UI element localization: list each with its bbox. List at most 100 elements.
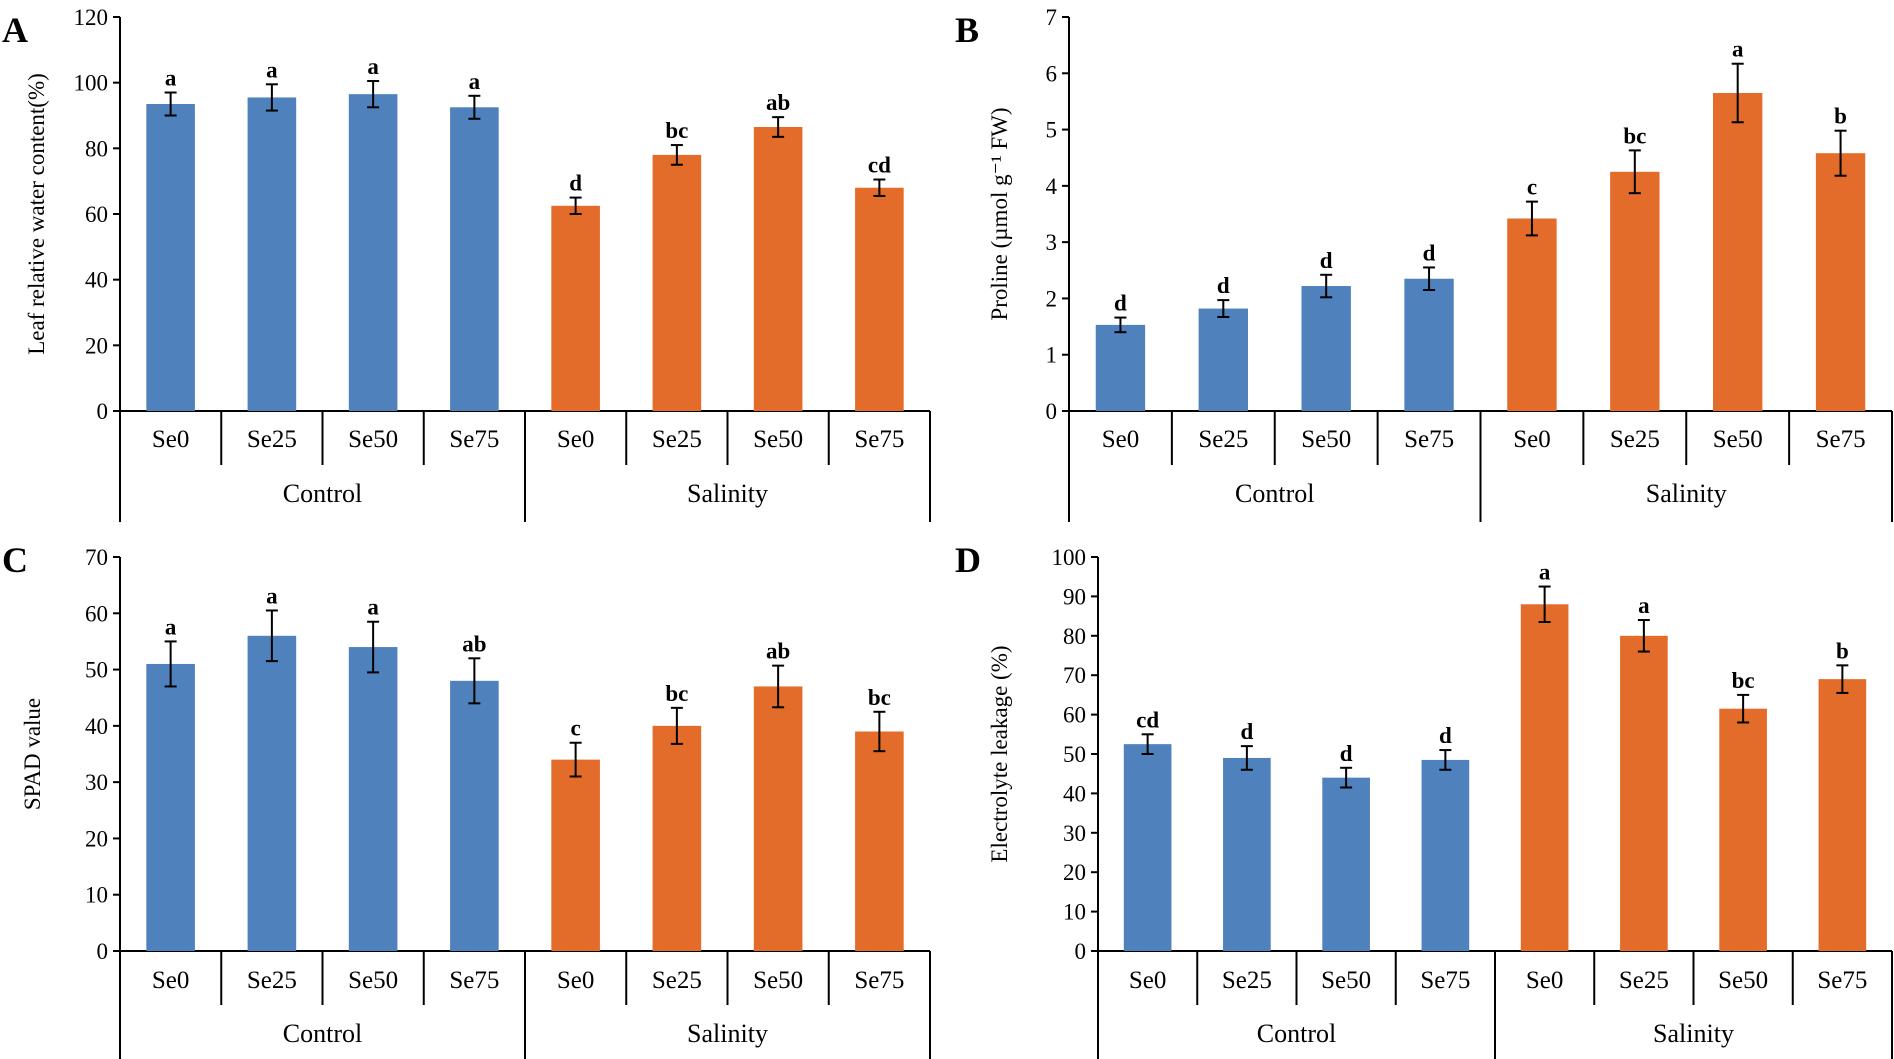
significance-letter: d (1340, 741, 1353, 766)
category-label: Se25 (1619, 967, 1669, 994)
significance-letter: a (1539, 560, 1551, 585)
group-label: Salinity (687, 1019, 768, 1048)
group-label: Control (1235, 479, 1314, 508)
significance-letter: a (1732, 37, 1744, 62)
panel-letter: C (2, 540, 28, 580)
bar (146, 104, 195, 411)
category-label: Se0 (152, 426, 190, 453)
category-label: Se0 (152, 967, 190, 994)
significance-letter: c (1527, 175, 1537, 200)
significance-letter: d (1240, 719, 1253, 744)
panel-letter: B (955, 10, 979, 50)
bar (1223, 757, 1271, 951)
bar (1520, 604, 1569, 951)
group-label: Control (283, 1019, 362, 1048)
panel-a: A Leaf relative water content(%) 0 20 40 60 80… (2, 5, 931, 522)
y-tick-label: 30 (85, 770, 108, 795)
category-label: Se25 (1222, 967, 1272, 994)
y-tick-label: 6 (1046, 61, 1058, 86)
group-label: Salinity (1646, 479, 1727, 508)
panel-c: C SPAD value 0 10 20 30 40 50 60 70 a Se0 a Se25 a Se50… (2, 540, 931, 1059)
bar (1610, 171, 1660, 411)
y-tick-label: 10 (85, 883, 108, 908)
category-label: Se0 (1102, 426, 1140, 453)
panel-d: D Electrolyte leakage (%) 0 10 20 30 40 50 60 70 8… (955, 540, 1893, 1059)
y-tick-label: 0 (1075, 939, 1087, 964)
group-label: Control (283, 479, 362, 508)
category-label: Se0 (557, 967, 595, 994)
bar (1507, 218, 1557, 411)
significance-letter: a (1638, 593, 1650, 618)
significance-letter: d (1439, 723, 1452, 748)
significance-letter: d (1423, 240, 1436, 265)
bar (1815, 153, 1866, 411)
significance-letter: d (1217, 273, 1230, 298)
category-label: Se25 (652, 967, 702, 994)
significance-letter: ab (766, 90, 790, 115)
panel-b: B Proline (µmol g⁻¹ FW) 0 1 2 3 4 5 6 7 d Se0 d Se25 d… (955, 5, 1893, 522)
bar (348, 94, 398, 412)
y-tick-label: 10 (1063, 900, 1086, 925)
group-label: Salinity (687, 479, 768, 508)
bar (1620, 635, 1668, 951)
category-label: Se50 (1301, 426, 1351, 453)
y-tick-label: 70 (85, 545, 108, 570)
category-label: Se0 (1129, 967, 1167, 994)
significance-letter: cd (1136, 707, 1159, 732)
significance-letter: b (1834, 104, 1847, 129)
y-tick-label: 4 (1046, 174, 1058, 199)
bar (348, 647, 398, 951)
panel-letter: D (955, 540, 981, 580)
category-label: Se75 (1420, 967, 1470, 994)
category-label: Se50 (753, 426, 803, 453)
y-tick-label: 1 (1046, 343, 1058, 368)
category-label: Se50 (1713, 426, 1763, 453)
category-label: Se50 (753, 967, 803, 994)
bar (1301, 286, 1351, 411)
category-label: Se50 (348, 967, 398, 994)
bar (1322, 777, 1370, 951)
y-axis-label: Proline (µmol g⁻¹ FW) (987, 107, 1012, 320)
bar (1198, 308, 1249, 411)
y-tick-label: 70 (1063, 663, 1086, 688)
category-label: Se50 (348, 426, 398, 453)
y-tick-label: 20 (1063, 860, 1086, 885)
category-label: Se25 (1610, 426, 1660, 453)
y-tick-label: 7 (1046, 5, 1058, 30)
y-tick-label: 40 (85, 714, 108, 739)
y-axis-label: SPAD value (20, 698, 45, 810)
y-tick-label: 0 (1046, 399, 1058, 424)
significance-letter: d (1114, 291, 1127, 316)
significance-letter: cd (868, 153, 891, 178)
category-label: Se25 (1198, 426, 1248, 453)
y-tick-label: 60 (85, 601, 108, 626)
category-label: Se0 (557, 426, 595, 453)
significance-letter: a (266, 583, 278, 608)
y-tick-label: 90 (1063, 584, 1086, 609)
significance-letter: a (367, 595, 379, 620)
y-tick-label: 2 (1046, 286, 1058, 311)
bar (855, 731, 904, 951)
group-label: Salinity (1653, 1019, 1734, 1048)
y-tick-label: 20 (85, 826, 108, 851)
bar (1095, 324, 1146, 411)
y-tick-label: 120 (74, 5, 109, 30)
category-label: Se75 (449, 967, 499, 994)
category-label: Se75 (1816, 426, 1866, 453)
bar (753, 126, 803, 411)
bar (450, 107, 499, 412)
significance-letter: c (571, 716, 581, 741)
bar (1818, 679, 1867, 951)
category-label: Se50 (1321, 967, 1371, 994)
y-tick-label: 40 (85, 268, 108, 293)
bar (1421, 759, 1470, 951)
y-tick-label: 100 (1052, 545, 1087, 570)
significance-letter: a (165, 66, 177, 91)
bar (450, 680, 499, 951)
y-axis-label: Leaf relative water content(%) (24, 73, 49, 355)
significance-letter: b (1836, 638, 1849, 663)
y-tick-label: 40 (1063, 781, 1086, 806)
y-tick-label: 3 (1046, 230, 1058, 255)
category-label: Se75 (854, 967, 904, 994)
